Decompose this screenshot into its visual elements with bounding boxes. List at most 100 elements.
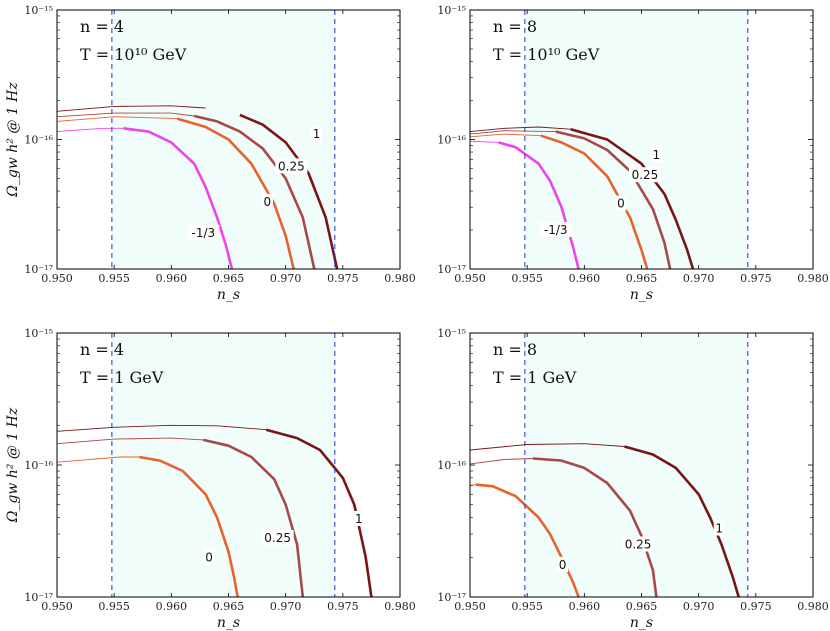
- annotation-1: n = 4: [80, 340, 124, 359]
- chart-panel-1: 1 0.25 0 -1/3 0.950 0.955 0.960 0.965 0.970 0.975…: [5, 4, 416, 303]
- series-4-thin-line: [470, 140, 499, 143]
- curve-label-bg: [539, 222, 572, 238]
- curve-label-1: 1: [313, 127, 321, 141]
- curve-label-bg: [203, 549, 215, 565]
- curve-label-2: 0.25: [278, 159, 305, 173]
- x-tick-label: 0.980: [797, 272, 829, 285]
- x-tick-label: 0.960: [569, 272, 601, 285]
- annotation-2: T = 1 GeV: [493, 368, 577, 387]
- curve-label-bg: [650, 146, 662, 162]
- x-tick-label: 0.970: [683, 272, 715, 285]
- series-3-thin-line: [57, 456, 140, 463]
- x-tick-label: 0.965: [626, 272, 658, 285]
- series-3-line: [176, 117, 295, 269]
- curve-label-3: 0: [205, 550, 213, 564]
- curve-label-bg: [622, 536, 655, 552]
- annotation-2: T = 1 GeV: [80, 368, 164, 387]
- curve-label-3: 0: [617, 197, 625, 211]
- x-tick-label: 0.960: [569, 600, 601, 613]
- x-tick-label: 0.975: [740, 600, 772, 613]
- curve-label-bg: [187, 224, 220, 240]
- series-2-thin-line: [57, 437, 204, 445]
- series-3-thin-line: [470, 133, 541, 138]
- series-4-line: [123, 127, 234, 269]
- x-tick-label: 0.955: [98, 600, 130, 613]
- x-tick-label: 0.950: [454, 272, 486, 285]
- curve-label-3: 0: [264, 195, 272, 209]
- x-axis-label: n_s: [217, 615, 240, 631]
- y-tick-label: 10⁻¹⁵: [437, 327, 466, 340]
- series-2-thin-line: [57, 112, 195, 118]
- curve-label-1: 1: [715, 522, 723, 536]
- series-1-line: [239, 113, 339, 269]
- x-tick-label: 0.960: [156, 600, 188, 613]
- annotation-2: T = 10¹⁰ GeV: [80, 45, 187, 64]
- x-tick-label: 0.970: [270, 272, 302, 285]
- x-tick-label: 0.955: [98, 272, 130, 285]
- y-tick-label: 10⁻¹⁶: [24, 459, 53, 472]
- plot-area: [57, 424, 373, 597]
- y-tick-label: 10⁻¹⁶: [437, 134, 466, 147]
- curve-label-bg: [275, 158, 308, 174]
- chart-panel-2: 1 0.25 0 -1/3 0.950 0.955 0.960 0.965 0.970 0.975…: [437, 4, 828, 303]
- y-tick-label: 10⁻¹⁵: [437, 4, 466, 17]
- x-tick-label: 0.965: [626, 600, 658, 613]
- x-tick-label: 0.980: [384, 272, 416, 285]
- curve-label-bg: [615, 195, 627, 211]
- x-axis-label: n_s: [630, 287, 653, 303]
- y-tick-label: 10⁻¹⁷: [24, 591, 53, 604]
- series-1-line: [624, 445, 740, 597]
- curve-label-2: 0.25: [632, 168, 659, 182]
- x-tick-label: 0.975: [327, 600, 359, 613]
- curve-label-3: 0: [559, 558, 567, 572]
- curve-label-1: 1: [653, 148, 661, 162]
- curve-label-bg: [353, 510, 365, 526]
- x-tick-label: 0.970: [270, 600, 302, 613]
- curve-label-1: 1: [355, 512, 363, 526]
- curve-label-bg: [713, 520, 725, 536]
- y-tick-label: 10⁻¹⁶: [24, 134, 53, 147]
- curve-label-2: 0.25: [625, 537, 652, 551]
- y-tick-label: 10⁻¹⁷: [24, 263, 53, 276]
- series-3-line: [540, 134, 649, 269]
- curve-label-bg: [557, 556, 569, 572]
- series-3-line: [475, 483, 580, 597]
- allowed-band: [524, 333, 748, 597]
- x-tick-label: 0.955: [511, 272, 543, 285]
- series-2-thin-line: [470, 458, 533, 465]
- x-axis-label: n_s: [217, 287, 240, 303]
- y-tick-label: 10⁻¹⁶: [437, 459, 466, 472]
- curve-label-bg: [628, 167, 661, 183]
- x-tick-label: 0.975: [327, 272, 359, 285]
- annotation-1: n = 8: [493, 340, 537, 359]
- series-1-thin-line: [470, 443, 625, 451]
- x-tick-label: 0.965: [213, 272, 245, 285]
- curve-label-bg: [261, 529, 294, 545]
- x-tick-label: 0.950: [41, 600, 73, 613]
- x-tick-label: 0.960: [156, 272, 188, 285]
- y-axis-label: Ω_gw h² @ 1 Hz: [5, 82, 21, 198]
- allowed-band: [111, 10, 335, 269]
- x-tick-label: 0.950: [41, 272, 73, 285]
- y-axis-label: Ω_gw h² @ 1 Hz: [5, 407, 21, 523]
- annotation-1: n = 8: [493, 17, 537, 36]
- series-1-line: [570, 127, 695, 269]
- y-tick-label: 10⁻¹⁷: [437, 591, 466, 604]
- series-3-thin-line: [57, 116, 178, 122]
- series-2-line: [193, 114, 316, 269]
- x-tick-label: 0.965: [213, 600, 245, 613]
- x-tick-label: 0.955: [511, 600, 543, 613]
- series-2-thin-line: [470, 130, 556, 135]
- series-4-line: [498, 141, 580, 269]
- y-tick-label: 10⁻¹⁵: [24, 327, 53, 340]
- series-2-line: [203, 438, 305, 597]
- curve-label-bg: [311, 126, 323, 142]
- x-tick-label: 0.950: [454, 600, 486, 613]
- chart-panel-3: 1 0.25 0 0.950 0.955 0.960 0.965 0.970 0.975 0.98…: [5, 327, 416, 631]
- series-1-thin-line: [57, 105, 206, 112]
- series-2-line: [532, 457, 658, 597]
- series-1-line: [265, 428, 373, 597]
- curve-label-2: 0.25: [264, 531, 291, 545]
- series-3-line: [139, 455, 239, 597]
